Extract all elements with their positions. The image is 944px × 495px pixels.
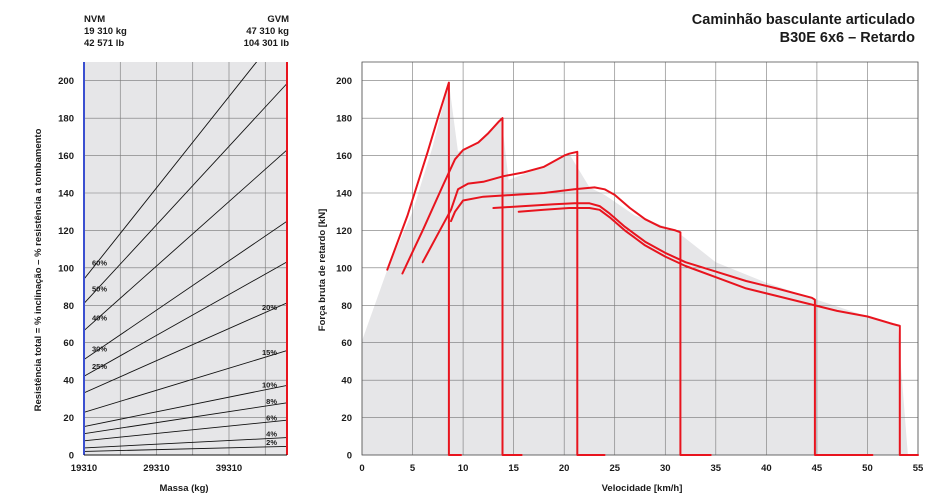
grade-label-60pct: 60% xyxy=(92,259,107,268)
grade-line-25pct xyxy=(84,261,287,377)
gear-5-curve xyxy=(492,202,874,456)
left-y-tick-label: 40 xyxy=(63,376,74,387)
grade-line-40pct xyxy=(84,149,287,331)
right-y-tick-label: 180 xyxy=(336,114,352,125)
right-x-tick-label: 55 xyxy=(913,463,924,474)
grade-line-15pct xyxy=(84,350,287,413)
gear-6-curve xyxy=(517,207,919,456)
left-y-tick-label: 160 xyxy=(58,151,74,162)
right-y-tick-label: 40 xyxy=(341,376,352,387)
left-y-tick-label: 140 xyxy=(58,189,74,200)
right-y-tick-label: 200 xyxy=(336,76,352,87)
left-y-tick-label: 20 xyxy=(63,413,74,424)
right-x-tick-label: 20 xyxy=(559,463,570,474)
left-x-tick-label: 19310 xyxy=(71,463,97,474)
grade-label-25pct: 25% xyxy=(92,362,107,371)
gear-1-curve xyxy=(386,81,463,456)
right-x-tick-label: 15 xyxy=(508,463,519,474)
left-y-tick-label: 120 xyxy=(58,226,74,237)
right-x-tick-label: 45 xyxy=(812,463,823,474)
retardation-envelope-area xyxy=(362,82,908,455)
grade-label-6pct: 6% xyxy=(266,413,277,422)
grade-line-60pct xyxy=(84,62,258,280)
gvm-kg: 47 310 kg xyxy=(246,26,289,37)
grade-label-20pct: 20% xyxy=(262,303,277,312)
grade-label-10pct: 10% xyxy=(262,381,277,390)
right-chart-plot: 0 20 40 60 80 100 120 140 160 180 200 0 5 10 15 20 25 30 3… xyxy=(336,61,924,474)
left-y-tick-label: 200 xyxy=(58,76,74,87)
grade-line-50pct xyxy=(84,83,287,304)
grade-label-15pct: 15% xyxy=(262,348,277,357)
right-x-tick-label: 25 xyxy=(609,463,620,474)
left-y-tick-label: 80 xyxy=(63,301,74,312)
grade-label-40pct: 40% xyxy=(92,313,107,322)
chart-title-line2: B30E 6x6 – Retardo xyxy=(780,30,916,46)
right-y-axis-title: Força bruta de retardo [kN] xyxy=(317,209,328,331)
left-y-tick-label: 0 xyxy=(69,451,74,462)
right-y-tick-label: 60 xyxy=(341,338,352,349)
left-x-axis-title: Massa (kg) xyxy=(159,483,208,494)
grade-line-2pct xyxy=(84,445,287,452)
nvm-lb: 42 571 lb xyxy=(84,38,124,49)
nvm-label: NVM xyxy=(84,14,105,25)
grade-label-50pct: 50% xyxy=(92,285,107,294)
right-x-tick-label: 10 xyxy=(458,463,469,474)
right-y-tick-label: 100 xyxy=(336,263,352,274)
grade-line-8pct xyxy=(84,402,287,435)
right-y-tick-label: 160 xyxy=(336,151,352,162)
right-x-axis-title: Velocidade [km/h] xyxy=(602,483,683,494)
nvm-kg: 19 310 kg xyxy=(84,26,127,37)
right-x-tick-label: 30 xyxy=(660,463,671,474)
left-y-tick-label: 60 xyxy=(63,338,74,349)
grade-label-8pct: 8% xyxy=(266,397,277,406)
right-x-tick-label: 50 xyxy=(862,463,873,474)
right-x-tick-label: 35 xyxy=(711,463,722,474)
grade-label-2pct: 2% xyxy=(266,438,277,447)
left-y-tick-label: 180 xyxy=(58,114,74,125)
grade-line-20pct xyxy=(84,302,287,394)
right-y-tick-label: 0 xyxy=(347,451,352,462)
grade-line-10pct xyxy=(84,384,287,427)
left-plot-background xyxy=(84,62,287,455)
right-x-tick-label: 5 xyxy=(410,463,416,474)
chart-title-line1: Caminhão basculante articulado xyxy=(692,12,915,28)
gear-4-curve xyxy=(450,186,712,456)
grade-line-4pct xyxy=(84,437,287,449)
right-y-tick-label: 120 xyxy=(336,226,352,237)
left-x-tick-label: 39310 xyxy=(216,463,242,474)
left-chart-plot: 0 20 40 60 80 100 120 140 160 180 200 19310 29310 393… xyxy=(58,62,288,474)
gvm-label: GVM xyxy=(267,14,289,25)
grade-label-30pct: 30% xyxy=(92,344,107,353)
grade-line-6pct xyxy=(84,419,287,442)
gear-3-curve xyxy=(421,150,606,456)
right-plot-frame xyxy=(361,61,919,456)
right-y-tick-label: 140 xyxy=(336,189,352,200)
grade-line-30pct xyxy=(84,220,287,360)
left-y-tick-label: 100 xyxy=(58,263,74,274)
right-x-tick-label: 40 xyxy=(761,463,772,474)
gear-2-curve xyxy=(401,117,523,456)
left-y-axis-title: Resistência total = % inclinação – % res… xyxy=(33,128,44,411)
gvm-lb: 104 301 lb xyxy=(244,38,290,49)
left-x-tick-label: 29310 xyxy=(143,463,169,474)
grade-label-4pct: 4% xyxy=(266,430,277,439)
right-x-tick-label: 0 xyxy=(359,463,364,474)
right-y-tick-label: 80 xyxy=(341,301,352,312)
left-gradient-lines xyxy=(84,62,287,452)
right-y-tick-label: 20 xyxy=(341,413,352,424)
